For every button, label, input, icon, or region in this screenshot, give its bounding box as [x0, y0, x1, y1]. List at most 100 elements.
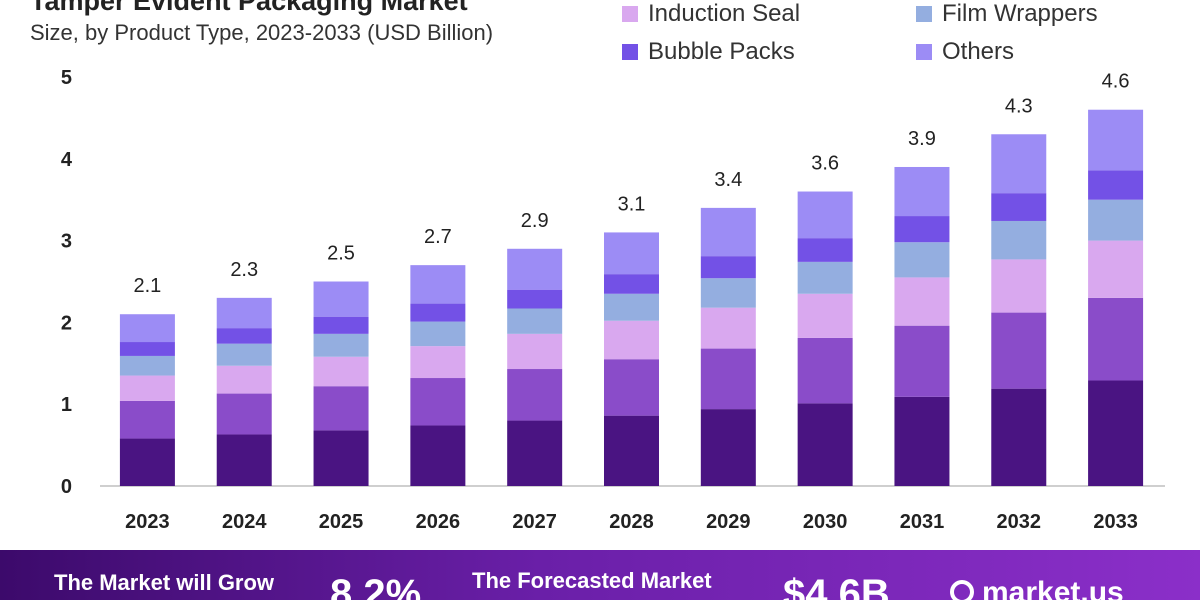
- bar-segment: [1088, 170, 1144, 200]
- x-tick-label: 2033: [1093, 511, 1138, 533]
- legend-item-others: Others: [916, 38, 1014, 66]
- legend-swatch-bubble-packs: [622, 44, 638, 60]
- y-tick-label: 2: [61, 312, 72, 334]
- bar-segment: [797, 238, 853, 262]
- bar-segment: [894, 325, 950, 397]
- data-label: 3.4: [714, 169, 742, 191]
- x-tick-label: 2029: [706, 511, 751, 533]
- bar-segment: [797, 191, 853, 239]
- legend-label-film-wrappers: Film Wrappers: [942, 0, 1098, 27]
- bar-segment: [507, 289, 563, 309]
- bar-segment: [604, 415, 659, 486]
- bar-segment: [894, 277, 950, 326]
- bar-segment: [313, 386, 369, 431]
- bar-segment: [507, 308, 563, 334]
- bar-segment: [700, 409, 756, 486]
- bar-segment: [1088, 380, 1144, 486]
- chart-subtitle: Size, by Product Type, 2023-2033 (USD Bi…: [30, 20, 494, 45]
- bar-segment: [119, 375, 175, 401]
- bar-segment: [991, 388, 1047, 486]
- data-label: 3.1: [618, 193, 646, 215]
- x-tick-label: 2030: [803, 511, 848, 533]
- legend-label-induction-seal: Induction Seal: [648, 0, 801, 27]
- bar-segment: [119, 342, 175, 356]
- legend-item-film-wrappers: Film Wrappers: [916, 0, 1098, 28]
- bar-segment: [700, 256, 756, 279]
- footer-forecast-text: The Forecasted Market: [472, 568, 712, 593]
- bar-segment: [410, 303, 466, 322]
- bar-segment: [991, 220, 1047, 260]
- legend-swatch-film-wrappers: [916, 6, 932, 22]
- data-label: 2.7: [424, 226, 452, 248]
- market-us-logo-icon: [950, 580, 974, 600]
- y-tick-label: 5: [61, 67, 72, 89]
- legend-label-others: Others: [942, 38, 1015, 65]
- bar-segment: [797, 403, 853, 486]
- bar-segment: [410, 265, 466, 304]
- bar-segment: [507, 369, 563, 421]
- bar-segment: [1088, 240, 1144, 298]
- y-tick-label: 3: [61, 231, 72, 253]
- bar-segment: [216, 393, 272, 435]
- data-label: 2.3: [230, 259, 258, 281]
- bar-segment: [700, 207, 756, 257]
- footer-forecast-value: $4.6B: [783, 572, 890, 600]
- bar-segment: [313, 430, 369, 486]
- bar-segment: [1088, 199, 1144, 241]
- bar-segment: [797, 293, 853, 338]
- legend-item-bubble-packs: Bubble Packs: [622, 38, 795, 66]
- bar-segment: [894, 242, 950, 278]
- x-tick-label: 2028: [609, 511, 654, 533]
- bar-segment: [604, 232, 659, 275]
- y-tick-label: 1: [61, 394, 72, 416]
- bar-segment: [313, 333, 369, 357]
- data-label: 2.9: [521, 210, 549, 232]
- bar-segment: [700, 307, 756, 349]
- bar-segment: [313, 356, 369, 387]
- bar-segment: [797, 261, 853, 294]
- x-tick-label: 2026: [416, 511, 461, 533]
- data-label: 3.9: [908, 128, 936, 150]
- bar-segment: [507, 248, 563, 290]
- legend: Induction Seal Film Wrappers Bubble Pack…: [622, 0, 1182, 72]
- bar-segment: [894, 216, 950, 243]
- bar-segment: [410, 321, 466, 347]
- chart-title: Tamper Evident Packaging Market: [30, 0, 468, 16]
- bar-segment: [313, 316, 369, 334]
- bar-segment: [604, 359, 659, 416]
- bar-segment: [410, 346, 466, 379]
- bar-segment: [216, 365, 272, 394]
- bar-segment: [991, 193, 1047, 221]
- bar-segment: [1088, 109, 1144, 171]
- footer-brand: market.us: [982, 576, 1124, 600]
- legend-item-induction-seal: Induction Seal: [622, 0, 800, 28]
- bar-segment: [991, 259, 1047, 313]
- bar-segment: [313, 281, 369, 317]
- bar-segment: [216, 434, 272, 486]
- data-label: 4.6: [1102, 71, 1130, 93]
- bar-segment: [410, 378, 466, 426]
- bar-segment: [119, 400, 175, 439]
- legend-swatch-others: [916, 44, 932, 60]
- data-label: 2.5: [327, 243, 355, 265]
- stacked-bar-chart: 0 1 2 3 4 5 2.1 2023 2.3 2024 2.5 2025 2.7 2026 2.9 202…: [61, 67, 1165, 533]
- bar-segment: [604, 274, 659, 294]
- bar-segment: [991, 312, 1047, 389]
- bar-segment: [507, 420, 563, 486]
- bar-segment: [604, 320, 659, 360]
- bar-segment: [410, 425, 466, 486]
- legend-swatch-induction-seal: [622, 6, 638, 22]
- bar-segment: [119, 314, 175, 343]
- bar-segment: [119, 355, 175, 376]
- y-tick-label: 0: [61, 476, 72, 498]
- data-label: 2.1: [134, 275, 162, 297]
- footer-banner: The Market will Grow 8.2% The Forecasted…: [0, 550, 1200, 600]
- bar-segment: [894, 166, 950, 217]
- y-tick-label: 4: [61, 149, 73, 171]
- bar-segment: [894, 396, 950, 486]
- data-label: 3.6: [811, 153, 839, 175]
- x-tick-label: 2032: [997, 511, 1042, 533]
- bar-segment: [507, 333, 563, 370]
- bar-segment: [700, 348, 756, 410]
- x-tick-label: 2027: [512, 511, 557, 533]
